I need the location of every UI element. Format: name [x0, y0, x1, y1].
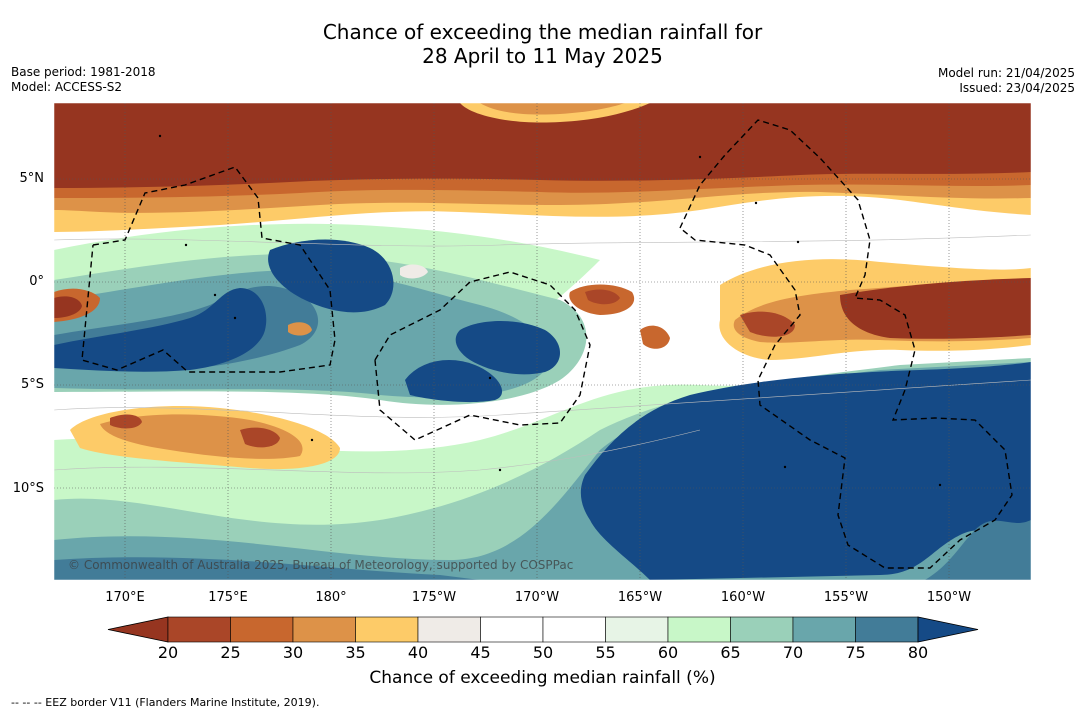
region-under-20-west — [54, 296, 82, 318]
colorbar-tick-label: 40 — [407, 643, 429, 662]
meta-right: Model run: 21/04/2025 Issued: 23/04/2025 — [938, 66, 1075, 96]
island-markers — [158, 134, 942, 487]
colorbar-segment — [417, 616, 481, 643]
band-75-80-southwest — [54, 557, 480, 580]
colorbar-segment — [730, 616, 794, 643]
lon-label-165w: 165°W — [617, 590, 663, 605]
title-line-1: Chance of exceeding the median rainfall … — [322, 20, 763, 44]
colorbar-tick-label: 50 — [532, 643, 554, 662]
colorbar-segment — [480, 616, 544, 643]
colorbar-segment — [230, 616, 294, 643]
colorbar-title: Chance of exceeding median rainfall (%) — [369, 668, 716, 688]
colorbar-segment — [292, 616, 356, 643]
region-25-30-central-2 — [640, 325, 670, 349]
region-over-80-southeast — [580, 362, 1031, 580]
issued-text: Issued: 23/04/2025 — [959, 81, 1075, 95]
region-30-35-north-notch — [480, 103, 625, 115]
colorbar-over-arrow — [917, 616, 979, 643]
region-40-45-central — [400, 264, 428, 279]
lon-label-180: 180° — [315, 590, 347, 605]
graticule — [54, 103, 1031, 580]
region-20-25-southwest — [240, 427, 280, 448]
colorbar-tick-label: 25 — [220, 643, 241, 662]
eez-borders — [81, 119, 1013, 569]
title-line-2: 28 April to 11 May 2025 — [422, 44, 663, 68]
chart-title: Chance of exceeding the median rainfall … — [0, 20, 1085, 68]
colorbar-tick-label: 80 — [907, 643, 929, 662]
contour-lines — [54, 234, 1031, 474]
map-frame — [53, 102, 1032, 581]
region-over-80-dateline — [268, 239, 394, 313]
meta-left: Base period: 1981-2018 Model: ACCESS-S2 — [11, 65, 156, 95]
colorbar-tick-label: 35 — [345, 643, 366, 662]
region-over-80-west — [54, 288, 267, 372]
lat-label-0: 0° — [29, 274, 44, 289]
region-30-35-southwest — [100, 414, 303, 459]
lon-label-150w: 150°W — [926, 590, 972, 605]
colorbar-segment — [605, 616, 669, 643]
region-under-20-east — [840, 278, 1031, 339]
colorbar-tick-label: 20 — [157, 643, 179, 662]
colorbar-segment — [667, 616, 731, 643]
colorbar-segment — [167, 616, 231, 643]
region-30-35-dateline — [288, 322, 312, 336]
colorbar-tick-label: 45 — [470, 643, 491, 662]
base-period-text: Base period: 1981-2018 — [11, 65, 156, 79]
band-under-20-north — [54, 103, 1031, 188]
lon-label-170e: 170°E — [105, 590, 145, 605]
lat-label-10s: 10°S — [12, 481, 44, 496]
colorbar-tick-label: 55 — [595, 643, 616, 662]
lat-label-5s: 5°S — [20, 377, 44, 392]
colorbar — [107, 616, 979, 643]
colorbar-segment — [855, 616, 919, 643]
colorbar-under-arrow — [107, 616, 169, 643]
lon-label-175e: 175°E — [208, 590, 248, 605]
colorbar-tick-label: 70 — [782, 643, 804, 662]
colorbar-segment — [355, 616, 419, 643]
copyright-text: © Commonwealth of Australia 2025, Bureau… — [68, 558, 574, 572]
colorbar-tick-label: 30 — [282, 643, 304, 662]
model-text: Model: ACCESS-S2 — [11, 80, 123, 94]
lat-label-5n: 5°N — [19, 171, 45, 186]
map-field — [54, 103, 1031, 580]
region-over-80-central-south — [405, 360, 503, 403]
region-20-25-southwest-2 — [110, 414, 142, 429]
lon-label-175w: 175°W — [411, 590, 457, 605]
lon-label-170w: 170°W — [514, 590, 560, 605]
region-20-25-east — [740, 311, 795, 337]
colorbar-tick-label: 65 — [720, 643, 741, 662]
region-20-25-central — [585, 289, 620, 305]
colorbar-tick-label: 60 — [657, 643, 679, 662]
colorbar-tick-label: 75 — [845, 643, 866, 662]
colorbar-segment — [542, 616, 606, 643]
lon-label-155w: 155°W — [823, 590, 869, 605]
lon-label-160w: 160°W — [720, 590, 766, 605]
model-run-text: Model run: 21/04/2025 — [937, 66, 1075, 80]
colorbar-segment — [792, 616, 856, 643]
region-over-80-central — [455, 321, 560, 375]
eez-footnote: -- -- -- EEZ border V11 (Flanders Marine… — [11, 696, 320, 709]
region-75-80-southeast-edge — [925, 520, 1031, 580]
